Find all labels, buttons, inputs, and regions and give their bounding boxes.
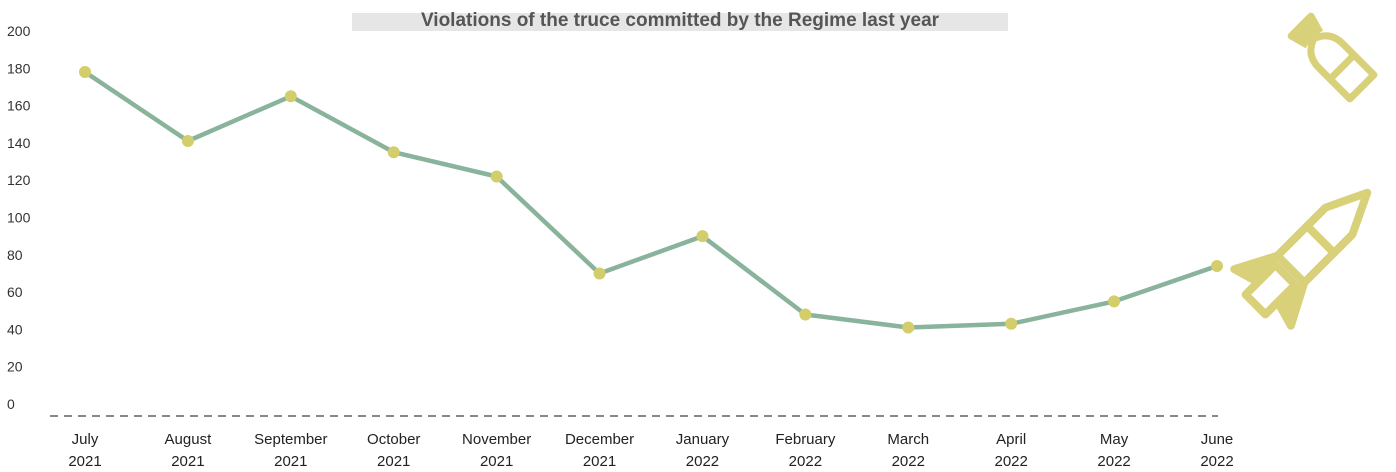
x-tick-label: August 2021	[165, 431, 213, 470]
data-point	[902, 321, 915, 334]
missile-icon	[1230, 188, 1372, 330]
y-tick-label: 120	[7, 172, 31, 188]
x-tick-label: January 2022	[676, 431, 730, 470]
x-axis-ticks: July 2021 August 2021 September 2021 October 20…	[68, 431, 1233, 470]
data-point	[1108, 295, 1121, 308]
y-tick-label: 200	[7, 23, 31, 39]
data-point	[593, 267, 606, 280]
data-point	[1005, 317, 1018, 330]
chart-title: Violations of the truce committed by the…	[421, 10, 940, 31]
data-point	[79, 66, 91, 79]
data-point	[696, 230, 709, 243]
x-tick-label: April 2022	[994, 431, 1027, 470]
y-tick-label: 180	[7, 60, 31, 76]
y-tick-label: 80	[7, 247, 23, 263]
x-tick-label: October 2021	[367, 431, 420, 470]
y-tick-label: 0	[7, 396, 15, 412]
data-point	[1211, 259, 1223, 272]
y-tick-label: 60	[7, 284, 23, 300]
y-tick-label: 20	[7, 359, 23, 375]
x-tick-label: November 2021	[462, 431, 531, 470]
y-axis-ticks: 0 20 40 60 80 100 120 140 160 180 200	[7, 23, 31, 412]
data-point	[284, 90, 297, 103]
x-tick-label: July 2021	[68, 431, 101, 470]
x-tick-label: March 2022	[887, 431, 929, 470]
data-point	[490, 170, 503, 183]
y-tick-label: 160	[7, 98, 31, 114]
y-tick-label: 100	[7, 210, 31, 226]
data-point	[181, 135, 194, 148]
x-tick-label: May 2022	[1097, 431, 1130, 470]
y-tick-label: 40	[7, 321, 23, 337]
data-point	[387, 146, 400, 159]
x-tick-label: September 2021	[254, 431, 327, 470]
x-tick-label: June 2022	[1200, 431, 1233, 470]
data-point	[799, 308, 812, 321]
x-tick-label: December 2021	[565, 431, 634, 470]
series-markers	[79, 66, 1223, 334]
x-tick-label: February 2022	[775, 431, 836, 470]
series-line	[82, 69, 1220, 330]
y-tick-label: 140	[7, 135, 31, 151]
aerial-bomb-icon	[1287, 12, 1378, 103]
title-band	[352, 13, 1008, 31]
